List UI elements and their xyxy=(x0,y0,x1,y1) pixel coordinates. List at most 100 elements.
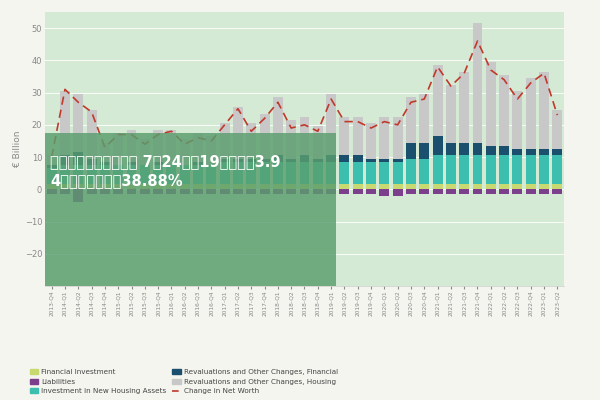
Bar xyxy=(379,162,389,184)
Bar xyxy=(299,156,310,162)
Bar xyxy=(233,184,243,189)
Text: 正规股票配资平台代理 7月24日鸐19转失下跌3.9
4％，转股溢价率38.88%: 正规股票配资平台代理 7月24日鸐19转失下跌3.9 4％，转股溢价率38.88… xyxy=(50,154,281,188)
Bar xyxy=(113,184,123,189)
Bar xyxy=(180,165,190,184)
Bar xyxy=(260,162,269,184)
Bar xyxy=(140,184,150,189)
Bar xyxy=(86,184,97,189)
Bar xyxy=(392,189,403,196)
Bar xyxy=(246,162,256,184)
Bar xyxy=(100,165,110,184)
Bar xyxy=(353,184,363,189)
Bar xyxy=(379,189,389,196)
Bar xyxy=(73,189,83,202)
Bar xyxy=(326,156,336,162)
Bar xyxy=(193,189,203,194)
Bar xyxy=(419,184,429,189)
Bar xyxy=(299,184,310,189)
Bar xyxy=(553,184,562,189)
Bar xyxy=(220,159,230,162)
Bar xyxy=(153,130,163,162)
Bar xyxy=(473,156,482,184)
Bar xyxy=(246,184,256,189)
Bar xyxy=(100,184,110,189)
Bar xyxy=(446,189,456,194)
Bar xyxy=(406,189,416,194)
Bar xyxy=(526,78,536,149)
Bar xyxy=(553,110,562,149)
Bar xyxy=(127,162,136,165)
Bar xyxy=(73,165,83,184)
Bar xyxy=(60,91,70,156)
Bar xyxy=(406,98,416,142)
Bar xyxy=(340,189,349,194)
Bar xyxy=(100,162,110,165)
Bar xyxy=(526,149,536,156)
Bar xyxy=(526,184,536,189)
Bar xyxy=(86,110,97,159)
Bar xyxy=(553,149,562,156)
Bar xyxy=(486,156,496,184)
Bar xyxy=(233,159,243,162)
Bar xyxy=(512,156,523,184)
Bar xyxy=(486,146,496,156)
Y-axis label: € Billion: € Billion xyxy=(13,131,22,167)
Bar xyxy=(260,114,269,159)
Bar xyxy=(273,98,283,156)
Bar xyxy=(47,168,56,184)
Bar xyxy=(299,117,310,156)
Bar xyxy=(326,162,336,184)
Bar xyxy=(73,184,83,189)
Bar xyxy=(446,142,456,156)
Bar xyxy=(206,136,217,165)
Bar xyxy=(366,162,376,184)
Bar xyxy=(419,159,429,184)
Bar xyxy=(153,189,163,194)
Bar xyxy=(326,184,336,189)
Bar xyxy=(392,162,403,184)
Bar xyxy=(140,189,150,194)
Bar xyxy=(433,136,443,156)
Bar xyxy=(273,156,283,162)
Bar xyxy=(366,159,376,162)
Bar xyxy=(366,189,376,194)
Bar xyxy=(406,142,416,159)
Bar xyxy=(246,189,256,194)
Bar xyxy=(392,159,403,162)
Bar xyxy=(60,156,70,165)
Bar xyxy=(313,184,323,189)
Bar xyxy=(353,189,363,194)
Bar xyxy=(340,162,349,184)
Bar xyxy=(113,133,123,165)
Bar xyxy=(499,189,509,194)
Bar xyxy=(153,162,163,165)
Bar xyxy=(499,184,509,189)
Bar xyxy=(486,62,496,146)
Bar xyxy=(419,189,429,194)
Bar xyxy=(473,23,482,142)
Bar xyxy=(166,130,176,165)
Bar xyxy=(539,189,549,194)
Bar xyxy=(73,152,83,165)
Bar xyxy=(286,184,296,189)
Bar xyxy=(459,156,469,184)
Bar xyxy=(180,139,190,165)
Bar xyxy=(140,165,150,184)
Bar xyxy=(206,184,217,189)
Bar xyxy=(459,189,469,194)
Bar xyxy=(153,165,163,184)
Bar xyxy=(206,189,217,194)
Bar xyxy=(246,123,256,159)
Bar xyxy=(433,184,443,189)
Bar xyxy=(47,165,56,168)
Bar xyxy=(127,130,136,162)
Bar xyxy=(313,162,323,184)
Bar xyxy=(273,162,283,184)
Legend: Financial Investment, Liabilities, Investment in New Housing Assets, Revaluation: Financial Investment, Liabilities, Inves… xyxy=(28,367,340,396)
Bar xyxy=(286,120,296,159)
Bar xyxy=(193,184,203,189)
Bar xyxy=(286,159,296,162)
Bar xyxy=(473,142,482,156)
Bar xyxy=(180,184,190,189)
Bar xyxy=(446,184,456,189)
